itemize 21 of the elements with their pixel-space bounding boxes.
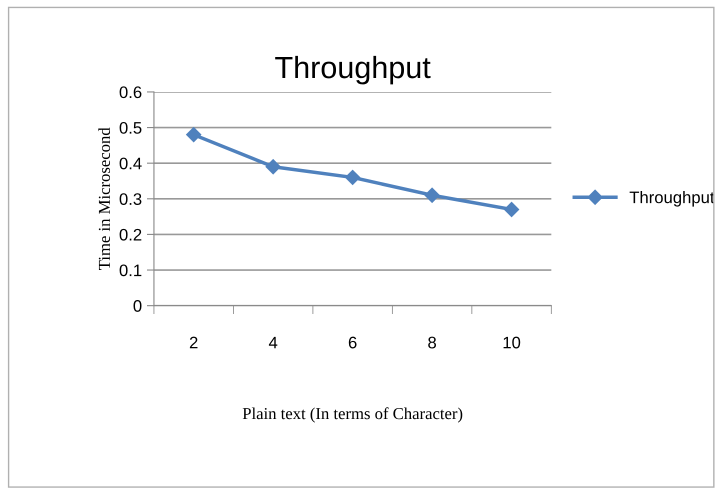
x-tick-label: 4 [268,336,278,348]
point [186,127,202,142]
x-tick-label: 2 [190,336,198,348]
chart-title: Throughput [275,56,431,84]
x-axis-title: Plain text (In terms of Character) [242,407,462,423]
x-tick-label: 8 [428,336,436,348]
legend-label: Throughput [630,191,714,207]
point [424,188,440,203]
y-tick-label: 0.5 [120,122,142,134]
y-tick-label: 0.6 [120,86,142,98]
point [266,159,281,174]
y-axis-title: Time in Microsecond [98,128,110,270]
x-tick-label: 6 [348,336,357,348]
point [345,170,360,185]
y-tick-label: 0 [134,300,142,312]
y-tick-label: 0.4 [120,158,142,170]
y-tick-label: 0.2 [120,228,142,241]
y-tick-label: 0.1 [120,264,142,276]
y-tick-label: 0.3 [120,193,142,206]
x-tick-label: 10 [504,336,520,348]
point [504,202,520,218]
